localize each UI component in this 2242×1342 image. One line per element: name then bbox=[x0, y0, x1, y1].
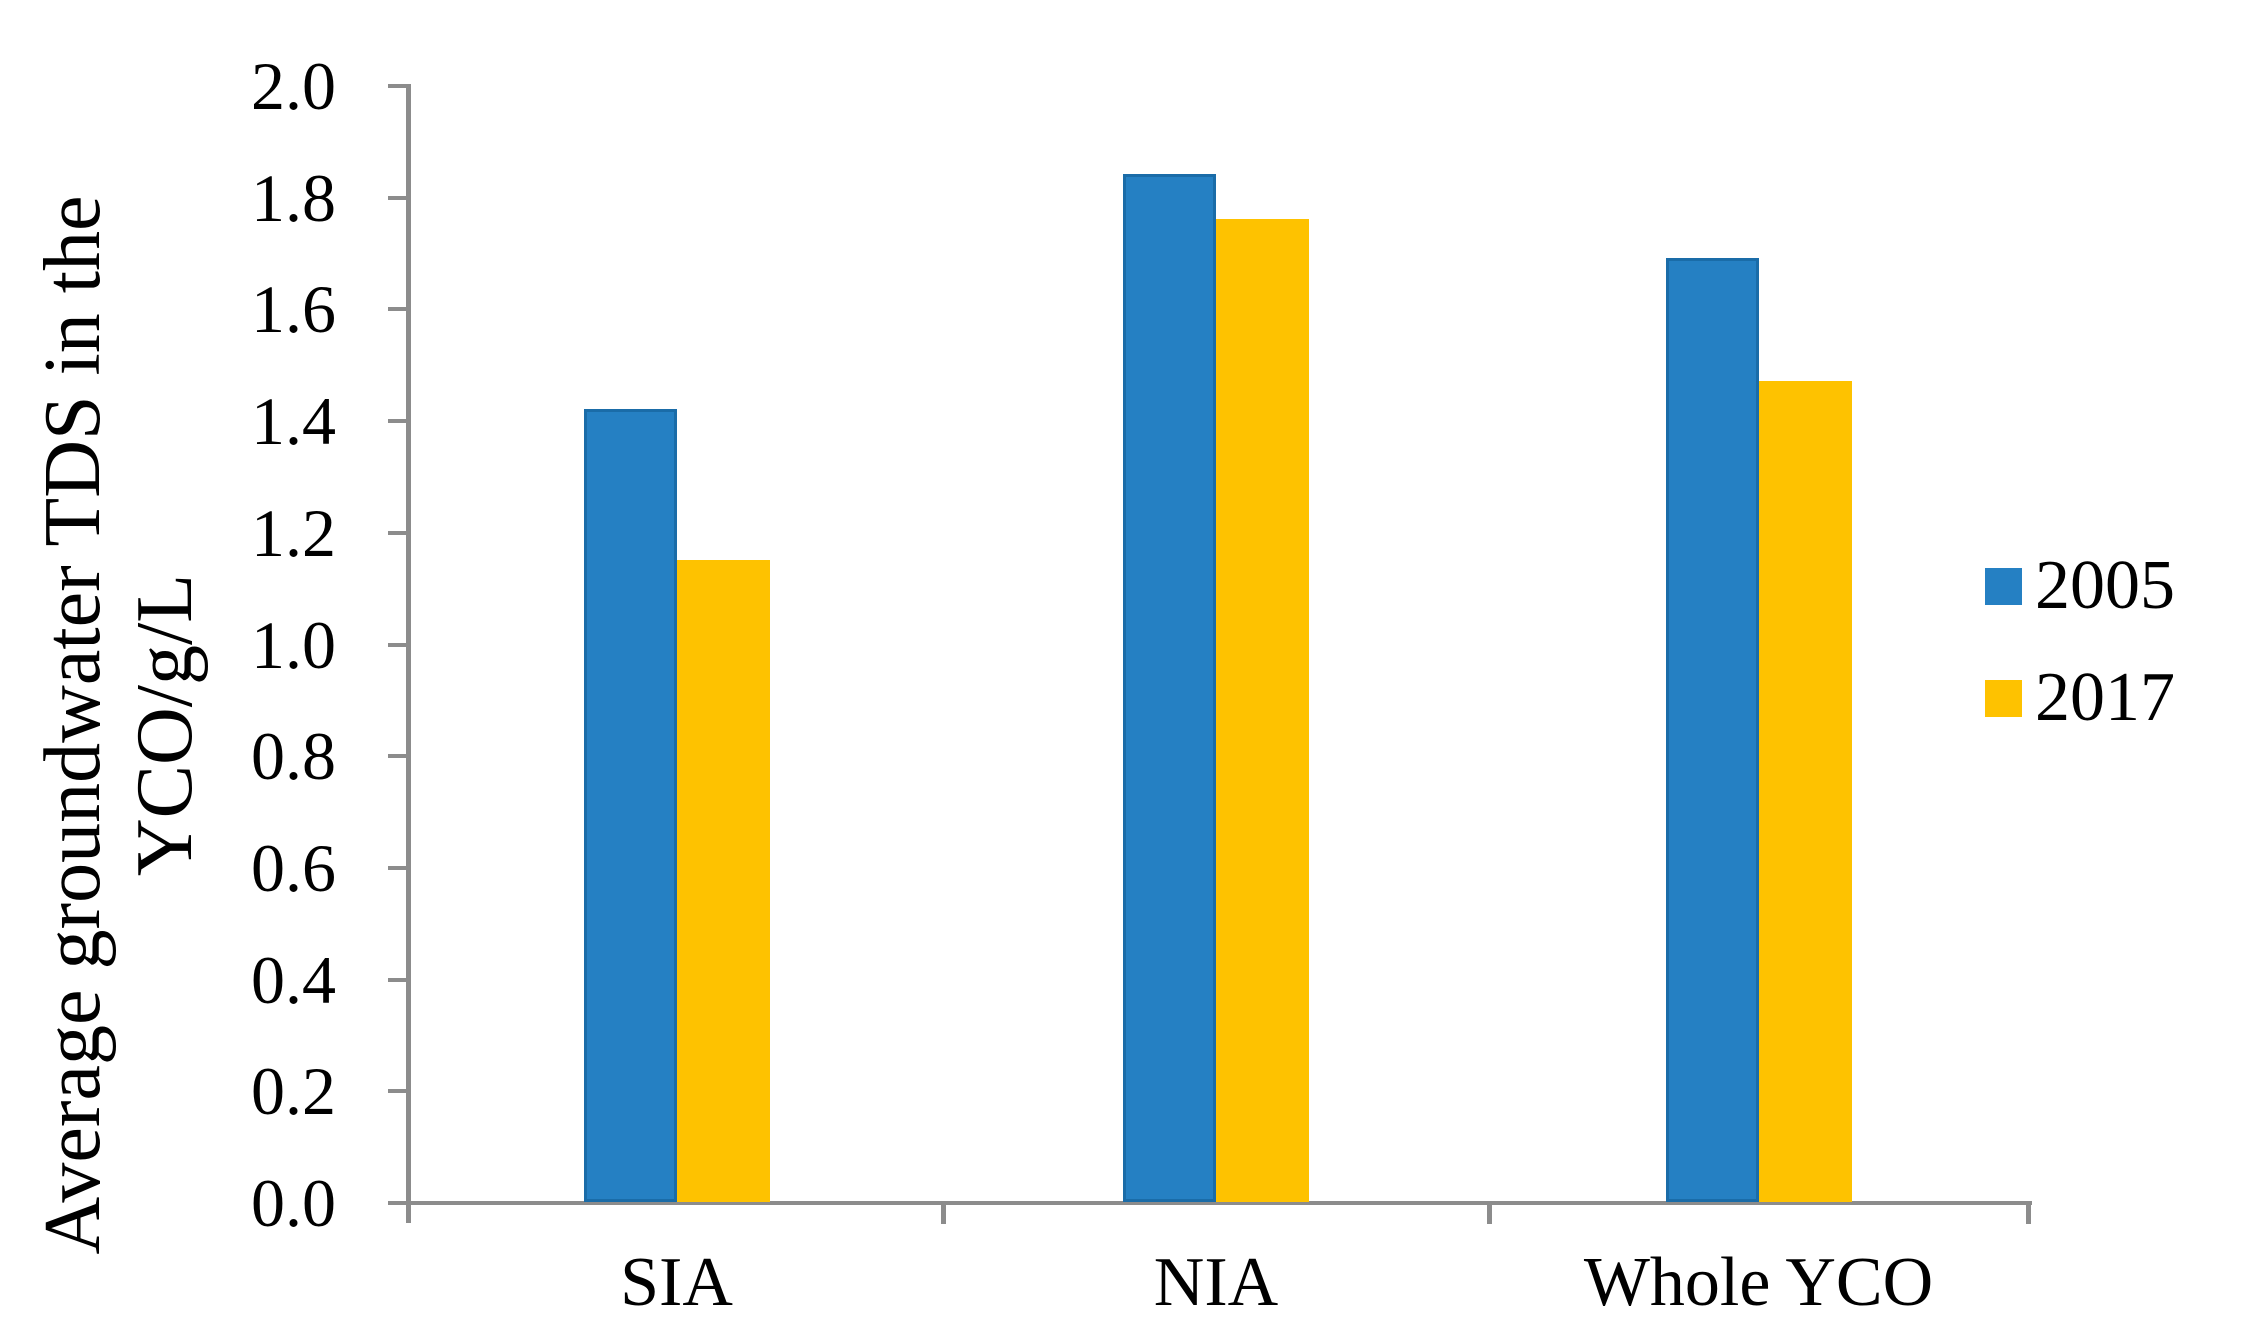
legend-label-2017: 2017 bbox=[2035, 659, 2175, 736]
y-tick-1.8 bbox=[388, 196, 411, 200]
y-tick-0.0 bbox=[388, 1201, 411, 1205]
y-tick-label-1.8: 1.8 bbox=[251, 160, 336, 236]
x-tick-2 bbox=[2026, 1201, 2031, 1224]
y-tick-label-2.0: 2.0 bbox=[251, 48, 336, 124]
y-tick-1.0 bbox=[388, 643, 411, 647]
y-tick-0.4 bbox=[388, 978, 411, 982]
legend-item-2017: 2017 bbox=[1985, 654, 2175, 742]
bar-2017-sia bbox=[676, 560, 770, 1202]
legend-label-2005: 2005 bbox=[2035, 547, 2175, 624]
y-tick-label-0.8: 0.8 bbox=[251, 718, 336, 794]
bar-2005-whole-yco bbox=[1665, 258, 1759, 1202]
y-tick-label-1.2: 1.2 bbox=[251, 495, 336, 571]
y-tick-1.6 bbox=[388, 307, 411, 311]
y-tick-label-1.0: 1.0 bbox=[251, 607, 336, 683]
category-label-nia: NIA bbox=[1153, 1244, 1279, 1321]
y-tick-label-0.0: 0.0 bbox=[251, 1165, 336, 1241]
y-tick-label-0.4: 0.4 bbox=[251, 942, 336, 1018]
x-tick-0 bbox=[941, 1201, 946, 1224]
y-tick-0.8 bbox=[388, 754, 411, 758]
y-tick-0.6 bbox=[388, 866, 411, 870]
y-tick-label-1.4: 1.4 bbox=[251, 383, 336, 459]
bar-2017-nia bbox=[1216, 219, 1309, 1202]
legend-swatch-2005 bbox=[1985, 567, 2022, 605]
bar-2005-nia bbox=[1123, 174, 1216, 1202]
y-tick-1.2 bbox=[388, 531, 411, 535]
y-tick-2.0 bbox=[388, 84, 411, 88]
y-tick-label-1.6: 1.6 bbox=[251, 271, 336, 347]
y-axis-line bbox=[406, 84, 411, 1223]
y-tick-label-0.2: 0.2 bbox=[251, 1053, 336, 1129]
x-tick-1 bbox=[1487, 1201, 1492, 1224]
category-label-sia: SIA bbox=[620, 1244, 733, 1321]
bar-2005-sia bbox=[583, 409, 677, 1202]
legend-item-2005: 2005 bbox=[1985, 542, 2175, 630]
y-tick-0.2 bbox=[388, 1089, 411, 1093]
bar-2017-whole-yco bbox=[1758, 381, 1852, 1202]
legend-swatch-2017 bbox=[1985, 679, 2022, 717]
category-label-whole-yco: Whole YCO bbox=[1583, 1244, 1934, 1321]
x-axis-line bbox=[388, 1201, 2032, 1205]
y-tick-label-0.6: 0.6 bbox=[251, 830, 336, 906]
y-tick-1.4 bbox=[388, 419, 411, 423]
